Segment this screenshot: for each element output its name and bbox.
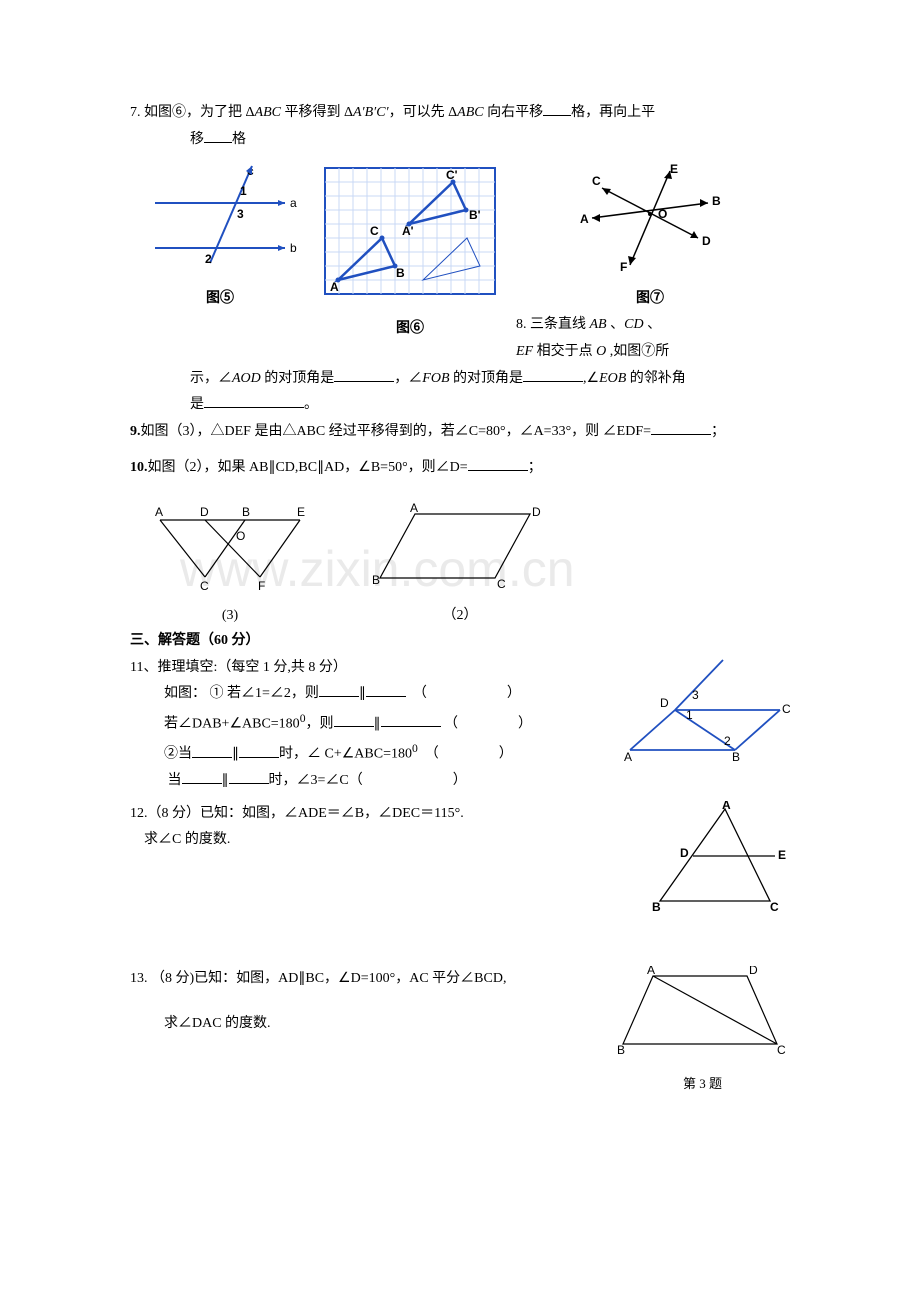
fig-sub3-caption: (3) (150, 603, 310, 630)
svg-text:2: 2 (205, 252, 212, 266)
q7-text: 7. 如图⑥，为了把 Δ (130, 105, 255, 120)
svg-text:B: B (242, 505, 250, 519)
svg-text:A: A (647, 966, 655, 977)
svg-text:C: C (497, 577, 506, 591)
svg-text:D: D (702, 234, 711, 248)
q11-b8 (229, 768, 269, 784)
q11-b4 (381, 711, 441, 727)
figure-11: A B C D 1 2 3 (620, 655, 790, 765)
question-9: 9.如图（3），△DEF 是由△ABC 经过平移得到的，若∠C=80°，∠A=3… (130, 419, 790, 446)
figure-5: a b c 1 3 2 (140, 163, 300, 273)
svg-text:F: F (620, 260, 627, 273)
question-13: 13. （8 分)已知：如图，AD∥BC，∠D=100°，AC 平分∠BCD, … (130, 966, 790, 1096)
svg-text:C: C (592, 174, 601, 188)
svg-text:B: B (712, 194, 721, 208)
fig13-caption: 第 3 题 (615, 1072, 790, 1097)
svg-text:D: D (200, 505, 209, 519)
fig6-caption: 图⑥ (310, 316, 510, 343)
svg-text:B: B (396, 266, 405, 280)
q11-b6 (239, 742, 279, 758)
svg-text:1: 1 (686, 708, 693, 722)
svg-text:C: C (782, 702, 790, 716)
svg-text:D: D (749, 966, 758, 977)
figure-13: A D B C (615, 966, 790, 1061)
question-8-intro: 8. 三条直线 AB 、CD 、 EF 相交于点 O ,如图⑦所 (510, 312, 790, 365)
svg-text:O: O (658, 207, 667, 221)
svg-text:E: E (670, 163, 678, 176)
q8-blank3 (204, 392, 304, 408)
svg-text:C': C' (446, 168, 458, 182)
svg-text:C: C (200, 579, 209, 592)
q11-b2 (366, 681, 406, 697)
svg-text:2: 2 (724, 734, 731, 748)
question-11: 11、推理填空:（每空 1 分,共 8 分） 如图： ① 若∠1=∠2，则∥ （… (130, 655, 790, 795)
svg-text:a: a (290, 196, 297, 210)
q8-blank1 (334, 366, 394, 382)
svg-text:E: E (778, 848, 786, 862)
q7-blank2 (204, 127, 232, 143)
svg-text:C: C (777, 1043, 786, 1057)
svg-text:A: A (580, 212, 589, 226)
svg-text:3: 3 (237, 207, 244, 221)
figure-sub2: A D B C (370, 502, 550, 592)
question-10: 10.如图（2），如果 AB∥CD,BC∥AD，∠B=50°，则∠D=； (130, 455, 790, 482)
svg-text:1: 1 (240, 184, 247, 198)
figure-12: A B C D E (650, 801, 790, 916)
svg-text:A: A (624, 750, 632, 764)
figure-7: A B C D E F O (570, 163, 730, 273)
q10-blank (468, 455, 528, 471)
svg-text:C: C (770, 900, 779, 914)
figure-sub3: A D B E C F O (150, 502, 310, 592)
svg-text:B: B (732, 750, 740, 764)
svg-text:D: D (532, 505, 541, 519)
svg-text:B: B (652, 900, 661, 914)
q11-b7 (182, 768, 222, 784)
svg-text:O: O (236, 529, 245, 543)
question-12: 12.（8 分）已知：如图，∠ADE＝∠B，∠DEC＝115°. 求∠C 的度数… (130, 801, 790, 927)
section-3-heading: 三、解答题（60 分） (130, 628, 790, 655)
svg-text:C: C (370, 224, 379, 238)
question-7: 7. 如图⑥，为了把 ΔABC 平移得到 ΔA′B′C′，可以先 ΔABC 向右… (130, 100, 790, 153)
fig7-caption: 图⑦ (510, 286, 790, 313)
svg-text:B': B' (469, 208, 481, 222)
svg-text:A: A (722, 801, 731, 812)
question-8-body: 示，∠AOD 的对顶角是，∠FOB 的对顶角是,∠EOB 的邻补角 是。 (130, 366, 790, 419)
q7-abc: ABC (255, 105, 281, 120)
svg-text:D: D (680, 846, 689, 860)
svg-text:B: B (372, 573, 380, 587)
svg-text:D: D (660, 696, 669, 710)
svg-text:A: A (330, 280, 339, 294)
fig-sub2-caption: （2） (370, 603, 550, 630)
q8-blank2 (523, 366, 583, 382)
svg-text:F: F (258, 579, 265, 592)
fig5-caption: 图⑤ (130, 286, 310, 313)
svg-text:A: A (155, 505, 163, 519)
q11-b5 (192, 742, 232, 758)
q9-blank (651, 419, 711, 435)
q7-blank1 (543, 100, 571, 116)
svg-text:A: A (410, 502, 418, 515)
svg-text:A': A' (402, 224, 414, 238)
q11-b1 (319, 681, 359, 697)
svg-text:3: 3 (692, 688, 699, 702)
svg-text:B: B (617, 1043, 625, 1057)
q11-b3 (334, 711, 374, 727)
svg-text:E: E (297, 505, 305, 519)
figure-6: A B C A' B' C' (320, 163, 500, 303)
svg-text:b: b (290, 241, 297, 255)
